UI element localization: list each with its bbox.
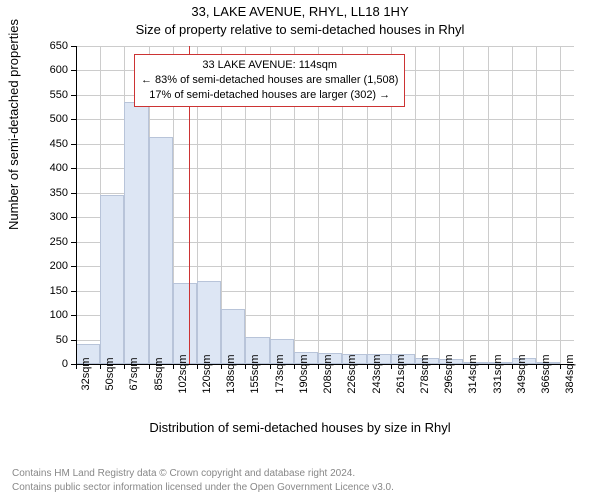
annotation-line1: 33 LAKE AVENUE: 114sqm xyxy=(141,58,398,73)
y-tick-label: 250 xyxy=(38,236,68,248)
y-tick-label: 600 xyxy=(38,64,68,76)
x-tick-label: 190sqm xyxy=(298,354,310,393)
x-tick-label: 50sqm xyxy=(104,357,116,390)
histogram-bar xyxy=(173,283,197,364)
x-tick-label: 349sqm xyxy=(516,354,528,393)
x-tick-label: 226sqm xyxy=(346,354,358,393)
y-tick-label: 0 xyxy=(38,358,68,370)
chart-title-line1: 33, LAKE AVENUE, RHYL, LL18 1HY xyxy=(0,4,600,19)
annotation-box: 33 LAKE AVENUE: 114sqm← 83% of semi-deta… xyxy=(134,54,405,107)
y-tick-label: 350 xyxy=(38,187,68,199)
gridline-vertical xyxy=(463,46,464,364)
attribution-line1: Contains HM Land Registry data © Crown c… xyxy=(12,467,394,481)
x-tick-label: 331sqm xyxy=(492,354,504,393)
y-tick-label: 650 xyxy=(38,40,68,52)
x-tick-label: 296sqm xyxy=(443,354,455,393)
chart-title-line2: Size of property relative to semi-detach… xyxy=(0,22,600,37)
x-tick-label: 85sqm xyxy=(153,357,165,390)
histogram-bar xyxy=(124,102,148,364)
x-tick-label: 102sqm xyxy=(177,354,189,393)
y-tick-label: 50 xyxy=(38,334,68,346)
x-tick-label: 32sqm xyxy=(80,357,92,390)
attribution-text: Contains HM Land Registry data © Crown c… xyxy=(12,467,394,494)
y-tick-label: 500 xyxy=(38,113,68,125)
y-tick-label: 300 xyxy=(38,211,68,223)
x-axis-title: Distribution of semi-detached houses by … xyxy=(0,420,600,435)
annotation-line3: 17% of semi-detached houses are larger (… xyxy=(141,88,398,103)
gridline-vertical xyxy=(536,46,537,364)
gridline-vertical xyxy=(488,46,489,364)
x-tick-label: 384sqm xyxy=(564,354,576,393)
y-tick-label: 100 xyxy=(38,309,68,321)
x-tick-label: 120sqm xyxy=(201,354,213,393)
x-tick-label: 155sqm xyxy=(249,354,261,393)
x-tick-label: 243sqm xyxy=(371,354,383,393)
x-tick-label: 208sqm xyxy=(322,354,334,393)
x-tick-label: 261sqm xyxy=(395,354,407,393)
gridline-horizontal xyxy=(76,119,574,120)
x-tick-label: 67sqm xyxy=(128,357,140,390)
x-tick-label: 173sqm xyxy=(274,354,286,393)
y-axis-title: Number of semi-detached properties xyxy=(6,19,21,230)
y-tick-label: 200 xyxy=(38,260,68,272)
y-tick-label: 450 xyxy=(38,138,68,150)
y-tick-label: 400 xyxy=(38,162,68,174)
gridline-horizontal xyxy=(76,46,574,47)
histogram-bar xyxy=(100,195,124,364)
gridline-vertical xyxy=(560,46,561,364)
attribution-line2: Contains public sector information licen… xyxy=(12,481,394,495)
annotation-line2: ← 83% of semi-detached houses are smalle… xyxy=(141,73,398,88)
y-tick-label: 150 xyxy=(38,285,68,297)
x-tick-label: 314sqm xyxy=(467,354,479,393)
x-tick-label: 278sqm xyxy=(419,354,431,393)
histogram-bar xyxy=(149,137,173,364)
gridline-vertical xyxy=(439,46,440,364)
x-tick-label: 138sqm xyxy=(225,354,237,393)
gridline-vertical xyxy=(415,46,416,364)
x-tick-label: 366sqm xyxy=(540,354,552,393)
histogram-bar xyxy=(197,281,221,364)
y-tick-label: 550 xyxy=(38,89,68,101)
y-axis-line xyxy=(76,46,77,364)
gridline-vertical xyxy=(512,46,513,364)
